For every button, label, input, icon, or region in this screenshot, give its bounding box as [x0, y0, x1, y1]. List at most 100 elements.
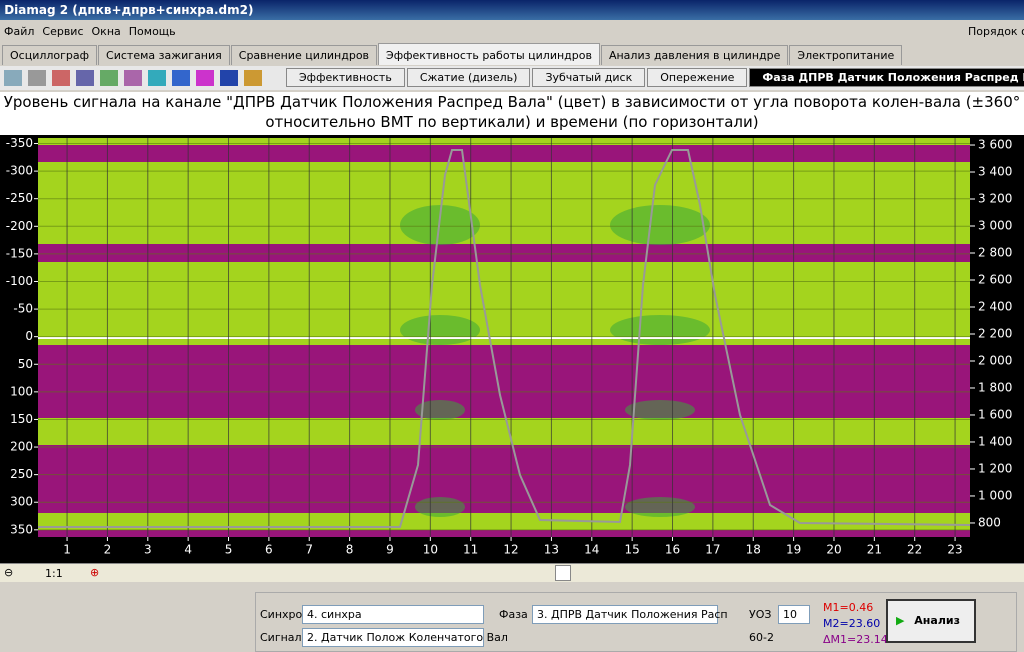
- x-tick-label: 21: [867, 543, 882, 557]
- zoom-in[interactable]: ⊕: [90, 566, 100, 579]
- chart-title: Уровень сигнала на канале "ДПРВ Датчик П…: [0, 92, 1024, 136]
- icon[interactable]: [28, 70, 46, 86]
- x-tick-label: 8: [346, 543, 354, 557]
- window-title: Diamag 2 (дпкв+дпрв+синхра.dm2): [4, 3, 254, 17]
- menu-bar: Файл Сервис Окна Помощь: [4, 25, 184, 38]
- y-tick-label: 300: [10, 495, 33, 509]
- label: Сигнал:: [260, 631, 306, 644]
- y2-tick-label: 1 400: [978, 434, 1012, 448]
- x-tick-label: 10: [423, 543, 438, 557]
- subtab[interactable]: Зубчатый диск: [532, 68, 646, 87]
- y-tick-label: -150: [6, 246, 33, 260]
- x-tick-label: 19: [786, 543, 801, 557]
- y-tick-label: 100: [10, 384, 33, 398]
- marker-value: M2=23.60: [823, 617, 881, 630]
- menu-item[interactable]: Порядок ок: [968, 25, 1024, 38]
- subtab[interactable]: Сжатие (дизель): [406, 68, 531, 87]
- dropdown[interactable]: 3. ДПРВ Датчик Положения Расп: [532, 605, 728, 624]
- x-tick-label: 6: [265, 543, 273, 557]
- label: УОЗ: [749, 608, 772, 621]
- x-tick-label: 12: [503, 543, 518, 557]
- x-tick-label: 20: [826, 543, 841, 557]
- signal-curve: [38, 149, 971, 528]
- y-tick-label: -100: [6, 274, 33, 288]
- menu-item[interactable]: Файл: [4, 25, 35, 38]
- subtab-bar: Эффективность Сжатие (дизель) Зубчатый дис…: [286, 68, 1024, 87]
- label: Синхро:: [260, 608, 306, 621]
- x-tick-label: 15: [625, 543, 640, 557]
- subtab[interactable]: Опережение: [647, 68, 748, 87]
- x-tick-label: 11: [463, 543, 478, 557]
- menu-item[interactable]: Сервис: [42, 25, 84, 38]
- icon[interactable]: [4, 70, 22, 86]
- toolbar: Эффективность Сжатие (дизель) Зубчатый дис…: [0, 66, 1024, 90]
- chart: -350 -300 -250 -200 -150 -100 -50 0 50 100 150 200 2…: [0, 135, 1024, 563]
- tab[interactable]: Электропитание: [789, 45, 903, 65]
- x-tick-label: 7: [305, 543, 313, 557]
- tab[interactable]: Анализ давления в цилиндре: [600, 45, 789, 65]
- icon[interactable]: [220, 70, 238, 86]
- scroll-thumb[interactable]: [555, 565, 571, 581]
- label: 60-2: [749, 631, 774, 644]
- dropdown[interactable]: 4. синхра: [302, 605, 484, 624]
- label: Фаза: [499, 608, 528, 621]
- x-tick-label: 18: [746, 543, 761, 557]
- zoom-out[interactable]: ⊖: [4, 566, 14, 579]
- icon[interactable]: [100, 70, 118, 86]
- subtab[interactable]: Эффективность: [286, 68, 405, 87]
- tab[interactable]: Осциллограф: [2, 45, 98, 65]
- zoom-level: 1:1: [45, 567, 63, 580]
- icon[interactable]: [76, 70, 94, 86]
- button-label: Анализ: [914, 614, 960, 627]
- x-tick-label: 5: [225, 543, 233, 557]
- y2-tick-label: 2 000: [978, 353, 1012, 367]
- icon[interactable]: [52, 70, 70, 86]
- menu-item[interactable]: Окна: [91, 25, 121, 38]
- y2-tick-label: 3 600: [978, 138, 1012, 152]
- y2-tick-label: 3 200: [978, 192, 1012, 206]
- menu-item[interactable]: Помощь: [128, 25, 176, 38]
- icon[interactable]: [148, 70, 166, 86]
- tab[interactable]: Система зажигания: [98, 45, 230, 65]
- tab[interactable]: Эффективность работы цилиндров: [378, 43, 600, 65]
- y2-tick-label: 3 000: [978, 219, 1012, 233]
- x-tick-label: 22: [907, 543, 922, 557]
- y2-tick-label: 1 000: [978, 488, 1012, 502]
- y-tick-label: 0: [25, 329, 33, 343]
- subtab[interactable]: Фаза ДПРВ Датчик Положения Распред Вала: [749, 68, 1024, 87]
- analyze-button[interactable]: ▶ Анализ: [886, 599, 976, 643]
- marker-value: M1=0.46: [823, 601, 874, 614]
- x-tick-label: 9: [386, 543, 394, 557]
- dropdown[interactable]: 2. Датчик Полож Коленчатого Вал: [302, 628, 508, 647]
- y2-tick-label: 1 800: [978, 380, 1012, 394]
- y2-tick-label: 3 400: [978, 165, 1012, 179]
- x-tick-label: 23: [947, 543, 962, 557]
- y-tick-label: -250: [6, 191, 33, 205]
- x-tick-label: 2: [104, 543, 112, 557]
- x-tick-label: 3: [144, 543, 152, 557]
- x-tick-label: 4: [184, 543, 192, 557]
- y-tick-label: -300: [6, 164, 33, 178]
- icon[interactable]: [124, 70, 142, 86]
- x-tick-label: 1: [63, 543, 71, 557]
- toolbar-icons: [4, 70, 268, 86]
- icon[interactable]: [244, 70, 262, 86]
- title-bar: Diamag 2 (дпкв+дпрв+синхра.dm2): [0, 0, 1024, 20]
- x-tick-label: 17: [705, 543, 720, 557]
- y2-tick-label: 2 200: [978, 326, 1012, 340]
- y-tick-label: 350: [10, 522, 33, 536]
- heatmap-bands: [38, 145, 970, 537]
- spinner[interactable]: 10: [778, 605, 810, 624]
- icon[interactable]: [196, 70, 214, 86]
- y2-tick-label: 2 600: [978, 272, 1012, 286]
- y2-tick-label: 1 200: [978, 461, 1012, 475]
- scroll-bar: ⊖ 1:1 ⊕: [0, 563, 1024, 582]
- y-tick-label: 250: [10, 467, 33, 481]
- y2-tick-label: 800: [978, 515, 1001, 529]
- icon[interactable]: [172, 70, 190, 86]
- y-tick-label: -50: [13, 302, 33, 316]
- tab[interactable]: Сравнение цилиндров: [230, 45, 378, 65]
- marker-value: ΔM1=23.14: [823, 633, 888, 646]
- x-tick-label: 13: [544, 543, 559, 557]
